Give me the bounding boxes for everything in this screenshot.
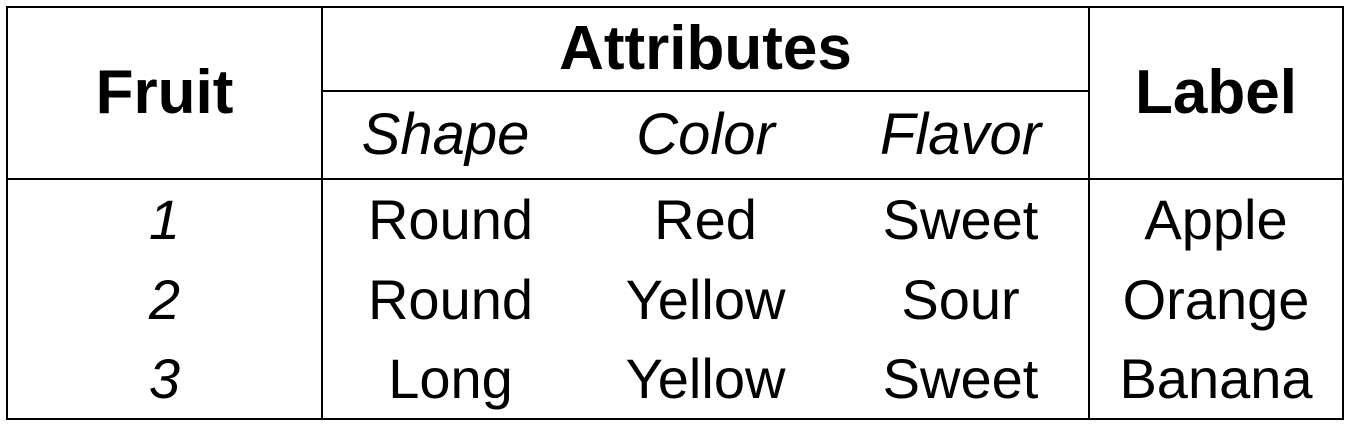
cell-color: Yellow (625, 347, 786, 410)
cell-color: Yellow (625, 268, 786, 331)
header-divider (8, 178, 1342, 180)
row-index: 1 (148, 188, 181, 251)
row-index: 3 (148, 347, 181, 410)
cell-label: Banana (1119, 347, 1313, 410)
subheader-flavor: Flavor (879, 102, 1042, 167)
row-index: 2 (148, 268, 181, 331)
cell-label: Orange (1122, 268, 1310, 331)
fruit-table: Fruit Attributes Label Shape Color Flavo… (6, 6, 1344, 420)
cell-flavor: Sour (901, 268, 1020, 331)
cell-label: Apple (1144, 188, 1288, 251)
attributes-divider (321, 90, 1090, 92)
header-label: Label (1135, 58, 1297, 127)
column-divider (321, 8, 323, 418)
subheader-shape: Shape (361, 102, 530, 167)
cell-shape: Long (388, 347, 513, 410)
cell-color: Red (654, 188, 757, 251)
header-attributes: Attributes (559, 14, 852, 83)
cell-flavor: Sweet (882, 188, 1039, 251)
header-fruit: Fruit (95, 58, 234, 127)
cell-shape: Round (367, 268, 534, 331)
subheader-color: Color (636, 102, 775, 167)
cell-flavor: Sweet (882, 347, 1039, 410)
column-divider (1088, 8, 1090, 418)
cell-shape: Round (367, 188, 534, 251)
